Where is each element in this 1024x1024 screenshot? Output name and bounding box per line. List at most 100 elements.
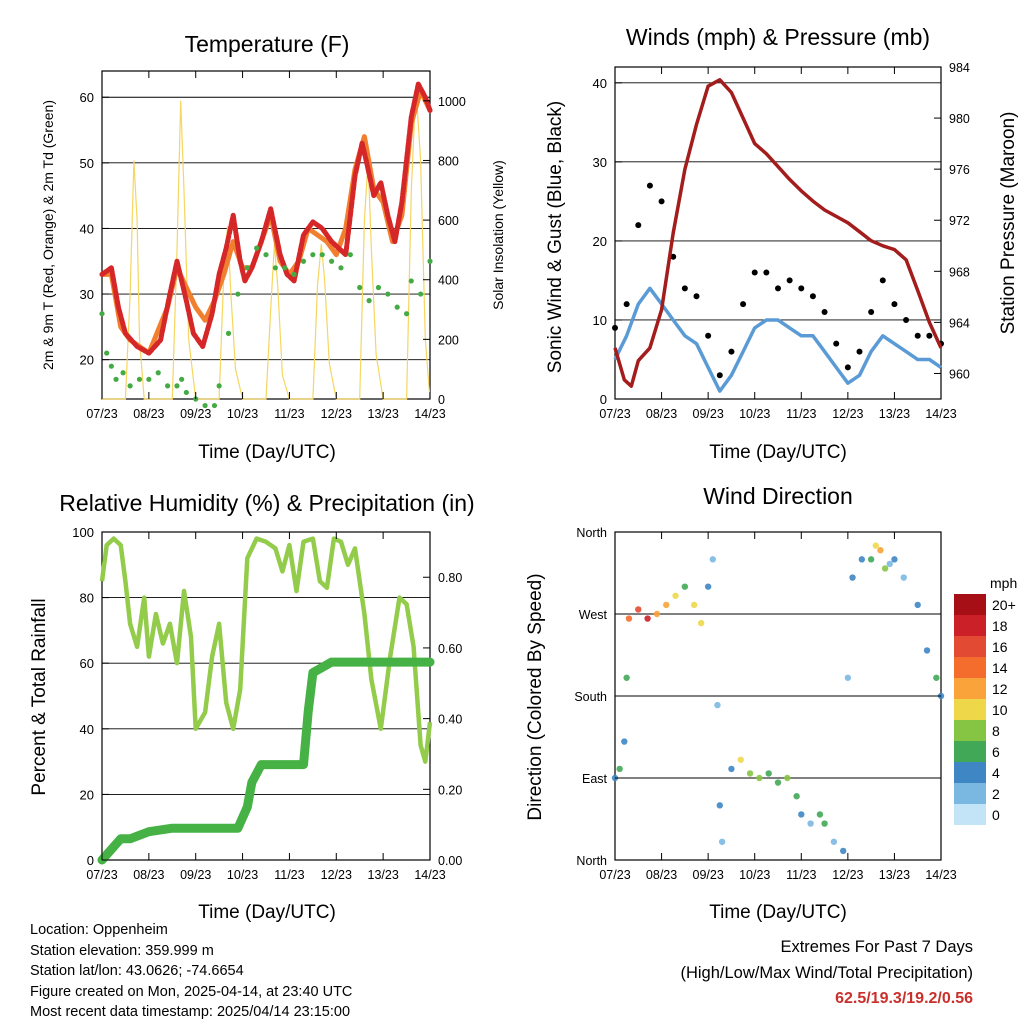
sonic-wind-line [613, 286, 942, 393]
x-tick-label: 12/23 [832, 407, 863, 421]
direction-point [821, 820, 828, 827]
humidity-ylabel: Percent & Total Rainfall [29, 598, 50, 795]
gust-point [868, 309, 875, 316]
y-right-tick-label: 968 [949, 265, 970, 279]
extremes-box: Extremes For Past 7 Days (High/Low/Max W… [680, 934, 973, 1012]
station-info: Location: Oppenheim Station elevation: 3… [30, 920, 352, 1023]
direction-point [867, 556, 875, 563]
x-tick-label: 14/23 [925, 868, 956, 882]
x-tick-label: 12/23 [321, 868, 352, 882]
gust-point [903, 316, 910, 323]
dewpoint-point [216, 383, 222, 389]
gust-point [833, 340, 840, 347]
direction-title: Wind Direction [703, 483, 853, 509]
gust-point [635, 222, 642, 229]
y-tick-label: 10 [593, 313, 607, 328]
x-tick-label: 13/23 [368, 868, 399, 882]
y-tick-label: West [579, 608, 608, 622]
dewpoint-point [136, 376, 143, 382]
x-tick-label: 14/23 [414, 868, 445, 882]
y-right-tick-label: 972 [949, 214, 970, 228]
direction-point [714, 701, 721, 709]
x-tick-label: 08/23 [133, 407, 164, 421]
x-tick-label: 08/23 [133, 868, 164, 882]
y-right-tick-label: 0.20 [438, 783, 462, 797]
x-tick-label: 09/23 [693, 868, 724, 882]
extremes-title: Extremes For Past 7 Days [780, 938, 973, 956]
x-tick-label: 10/23 [739, 868, 770, 882]
direction-point [793, 793, 800, 800]
dewpoint-point [211, 402, 218, 409]
x-tick-label: 08/23 [646, 407, 677, 421]
dewpoint-point [319, 252, 325, 258]
colorbar-tick-label: 0 [992, 807, 1000, 823]
x-tick-label: 09/23 [693, 407, 724, 421]
direction-ylabel: Direction (Colored By Speed) [525, 573, 546, 820]
y-tick-label: 40 [80, 221, 94, 236]
y-tick-label: 50 [80, 156, 94, 171]
temperature-2m-line [99, 81, 433, 356]
direction-point [849, 574, 856, 581]
gust-point [693, 293, 700, 300]
winds-ylabel: Sonic Wind & Gust (Blue, Black) [545, 101, 566, 373]
colorbar-tick-label: 14 [992, 660, 1008, 676]
extremes-subtitle: (High/Low/Max Wind/Total Precipitation) [680, 964, 973, 982]
y-right-tick-label: 1000 [438, 95, 466, 109]
y-tick-label: 100 [72, 525, 94, 540]
direction-point [798, 811, 805, 818]
y-tick-label: East [582, 772, 608, 786]
x-tick-label: 11/23 [786, 407, 816, 421]
direction-point [765, 770, 772, 777]
colorbar-tick-label: 16 [992, 639, 1008, 655]
y-right-tick-label: 976 [949, 163, 970, 177]
colorbar-swatch [954, 657, 986, 678]
gust-point [856, 348, 863, 355]
colorbar-swatch [954, 636, 986, 657]
temperature-ylabel-right: Solar Insolation (Yellow) [490, 160, 506, 310]
y-right-tick-label: 200 [438, 333, 459, 347]
x-tick-label: 10/23 [227, 868, 258, 882]
x-tick-label: 07/23 [86, 407, 117, 421]
direction-point [784, 774, 791, 782]
gust-point [705, 332, 712, 339]
dewpoint-point [99, 311, 105, 317]
dewpoint-point [338, 265, 344, 271]
temperature-ylabel: 2m & 9m T (Red, Orange) & 2m Td (Green) [40, 100, 56, 370]
direction-point [816, 811, 824, 818]
temperature-title: Temperature (F) [185, 31, 350, 57]
winds-panel: Winds (mph) & Pressure (mb) 07/23 08/23 09… [545, 24, 1019, 463]
dewpoint-point [272, 265, 278, 271]
y-right-tick-label: 0.80 [438, 571, 462, 585]
direction-point [891, 556, 898, 563]
dewpoint-point [394, 304, 400, 310]
y-right-tick-label: 400 [438, 274, 459, 288]
dewpoint-point [385, 291, 391, 297]
colorbar-tick-label: 6 [992, 744, 1000, 760]
y-right-tick-label: 0.40 [438, 713, 462, 727]
y-right-tick-label: 960 [949, 367, 970, 381]
colorbar-swatch [954, 783, 986, 804]
colorbar-swatch [954, 678, 986, 699]
humidity-plot-frame [101, 531, 431, 861]
direction-xlabel: Time (Day/UTC) [709, 902, 847, 923]
direction-point [774, 779, 782, 786]
gust-point [658, 198, 665, 205]
gust-point [891, 301, 898, 308]
x-tick-label: 10/23 [227, 407, 258, 421]
direction-point [858, 556, 866, 563]
x-tick-label: 09/23 [180, 407, 211, 421]
gust-point [844, 364, 851, 371]
direction-point [653, 610, 661, 618]
dewpoint-point [282, 265, 288, 271]
y-tick-label: 0 [87, 853, 94, 868]
dewpoint-point [403, 311, 410, 317]
dewpoint-point [300, 258, 307, 264]
dewpoint-point [104, 350, 110, 356]
x-tick-label: 14/23 [925, 407, 956, 421]
colorbar-tick-label: 2 [992, 786, 1000, 802]
gust-point [914, 332, 921, 339]
dewpoint-point [263, 252, 269, 258]
gust-point [681, 285, 688, 292]
winds-ylabel-right: Station Pressure (Maroon) [998, 112, 1019, 335]
dewpoint-point [235, 291, 241, 297]
